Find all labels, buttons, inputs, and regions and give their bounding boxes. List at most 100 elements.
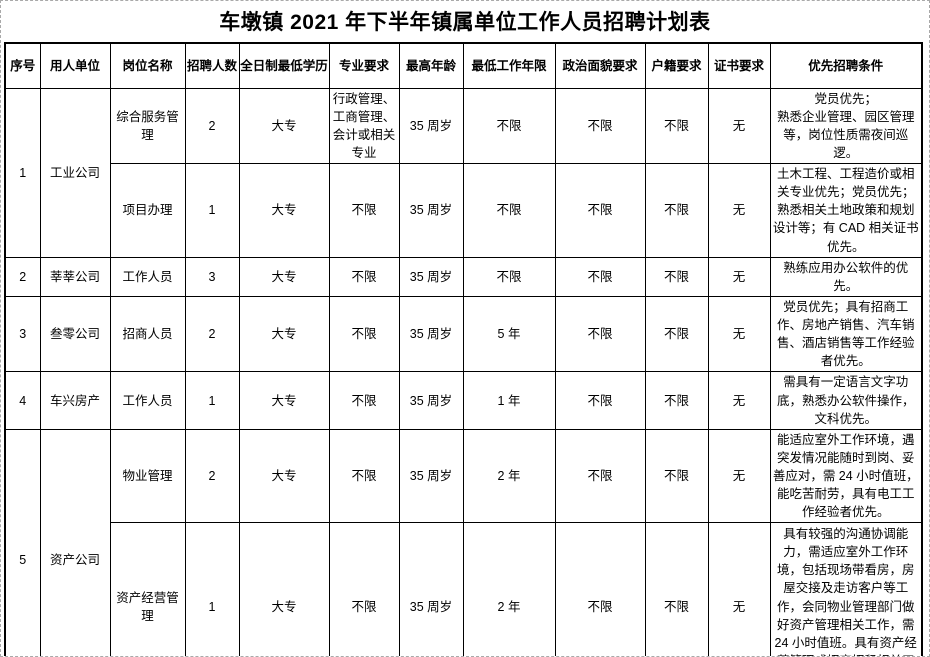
cell-major: 不限 bbox=[328, 295, 400, 373]
cell-count: 2 bbox=[184, 87, 240, 164]
cell-major: 不限 bbox=[328, 522, 400, 656]
col-header-certificate: 证书要求 bbox=[707, 42, 771, 89]
cell-residency: 不限 bbox=[644, 295, 709, 373]
cell-political: 不限 bbox=[554, 256, 646, 297]
col-header-residency: 户籍要求 bbox=[644, 42, 709, 89]
col-header-min-years: 最低工作年限 bbox=[462, 42, 556, 89]
cell-priority: 党员优先； 熟悉企业管理、园区管理等，岗位性质需夜间巡逻。 bbox=[769, 87, 923, 164]
cell-major: 行政管理、工商管理、会计或相关专业 bbox=[328, 87, 400, 164]
col-header-employer: 用人单位 bbox=[39, 42, 111, 89]
cell-min-years: 不限 bbox=[462, 87, 556, 164]
cell-education: 大专 bbox=[238, 371, 330, 430]
page-title: 车墩镇 2021 年下半年镇属单位工作人员招聘计划表 bbox=[219, 11, 711, 34]
cell-position: 物业管理 bbox=[109, 428, 186, 524]
cell-priority: 土木工程、工程造价或相关专业优先；党员优先；熟悉相关土地政策和规划设计等；有 C… bbox=[769, 163, 923, 258]
cell-min-years: 5 年 bbox=[462, 295, 556, 373]
cell-education: 大专 bbox=[238, 295, 330, 373]
cell-priority: 熟练应用办公软件的优先。 bbox=[769, 256, 923, 297]
col-header-major: 专业要求 bbox=[328, 42, 400, 89]
cell-count: 1 bbox=[184, 522, 240, 656]
cell-certificate: 无 bbox=[707, 256, 771, 297]
cell-employer: 莘莘公司 bbox=[39, 256, 111, 297]
cell-position: 项目办理 bbox=[109, 163, 186, 258]
recruitment-table: 序号 用人单位 岗位名称 招聘人数 全日制最低学历 专业要求 最高年龄 最低工作… bbox=[4, 42, 923, 656]
cell-political: 不限 bbox=[554, 522, 646, 656]
cell-position: 工作人员 bbox=[109, 371, 186, 430]
cell-min-years: 2 年 bbox=[462, 522, 556, 656]
cell-count: 2 bbox=[184, 295, 240, 373]
col-header-education: 全日制最低学历 bbox=[238, 42, 330, 89]
cell-position: 工作人员 bbox=[109, 256, 186, 297]
cell-count: 1 bbox=[184, 163, 240, 258]
cell-residency: 不限 bbox=[644, 428, 709, 524]
cell-min-years: 不限 bbox=[462, 256, 556, 297]
cell-position: 资产经营管理 bbox=[109, 522, 186, 656]
table-row: 资产经营管理 1 大专 不限 35 周岁 2 年 不限 不限 无 具有较强的沟通… bbox=[5, 522, 923, 656]
cell-education: 大专 bbox=[238, 428, 330, 524]
table-row: 1 工业公司 综合服务管理 2 大专 行政管理、工商管理、会计或相关专业 35 … bbox=[4, 87, 923, 258]
col-header-index: 序号 bbox=[4, 42, 41, 89]
table-row: 5 资产公司 物业管理 2 大专 不限 35 周岁 2 年 不限 不限 无 能适… bbox=[4, 428, 923, 656]
cell-min-years: 不限 bbox=[462, 163, 556, 258]
cell-max-age: 35 周岁 bbox=[398, 522, 464, 656]
table-row: 3 叁零公司 招商人员 2 大专 不限 35 周岁 5 年 不限 不限 无 党员… bbox=[4, 295, 923, 373]
cell-employer: 资产公司 bbox=[39, 428, 111, 656]
cell-count: 1 bbox=[184, 371, 240, 430]
cell-political: 不限 bbox=[554, 428, 646, 524]
cell-education: 大专 bbox=[238, 163, 330, 258]
cell-index: 4 bbox=[4, 371, 41, 430]
cell-residency: 不限 bbox=[644, 371, 709, 430]
col-header-priority: 优先招聘条件 bbox=[769, 42, 923, 89]
cell-priority: 能适应室外工作环境，遇突发情况能随时到岗、妥善应对，需 24 小时值班，能吃苦耐… bbox=[769, 428, 923, 524]
cell-residency: 不限 bbox=[644, 87, 709, 164]
cell-political: 不限 bbox=[554, 163, 646, 258]
cell-min-years: 2 年 bbox=[462, 428, 556, 524]
cell-education: 大专 bbox=[238, 256, 330, 297]
cell-priority: 需具有一定语言文字功底，熟悉办公软件操作，文科优先。 bbox=[769, 371, 923, 430]
col-header-max-age: 最高年龄 bbox=[398, 42, 464, 89]
cell-min-years: 1 年 bbox=[462, 371, 556, 430]
cell-residency: 不限 bbox=[644, 256, 709, 297]
col-header-position: 岗位名称 bbox=[109, 42, 186, 89]
cell-position: 招商人员 bbox=[109, 295, 186, 373]
cell-education: 大专 bbox=[238, 522, 330, 656]
cell-certificate: 无 bbox=[707, 163, 771, 258]
cell-residency: 不限 bbox=[644, 163, 709, 258]
cell-index: 5 bbox=[4, 428, 41, 656]
table-row: 项目办理 1 大专 不限 35 周岁 不限 不限 不限 无 土木工程、工程造价或… bbox=[5, 163, 923, 258]
cell-major: 不限 bbox=[328, 256, 400, 297]
cell-priority: 党员优先；具有招商工作、房地产销售、汽车销售、酒店销售等工作经验者优先。 bbox=[769, 295, 923, 373]
cell-max-age: 35 周岁 bbox=[398, 163, 464, 258]
cell-residency: 不限 bbox=[644, 522, 709, 656]
cell-education: 大专 bbox=[238, 87, 330, 164]
table-row: 2 莘莘公司 工作人员 3 大专 不限 35 周岁 不限 不限 不限 无 熟练应… bbox=[4, 256, 923, 297]
cell-employer: 工业公司 bbox=[39, 87, 111, 258]
cell-index: 2 bbox=[4, 256, 41, 297]
cell-count: 2 bbox=[184, 428, 240, 524]
cell-major: 不限 bbox=[328, 428, 400, 524]
table-row: 4 车兴房产 工作人员 1 大专 不限 35 周岁 1 年 不限 不限 无 需具… bbox=[4, 371, 923, 430]
cell-count: 3 bbox=[184, 256, 240, 297]
cell-max-age: 35 周岁 bbox=[398, 256, 464, 297]
cell-political: 不限 bbox=[554, 371, 646, 430]
header-row: 序号 用人单位 岗位名称 招聘人数 全日制最低学历 专业要求 最高年龄 最低工作… bbox=[4, 42, 923, 89]
cell-position: 综合服务管理 bbox=[109, 87, 186, 164]
col-header-political: 政治面貌要求 bbox=[554, 42, 646, 89]
cell-certificate: 无 bbox=[707, 87, 771, 164]
cell-index: 1 bbox=[4, 87, 41, 258]
cell-max-age: 35 周岁 bbox=[398, 295, 464, 373]
cell-employer: 叁零公司 bbox=[39, 295, 111, 373]
cell-max-age: 35 周岁 bbox=[398, 371, 464, 430]
cell-major: 不限 bbox=[328, 371, 400, 430]
cell-employer: 车兴房产 bbox=[39, 371, 111, 430]
cell-certificate: 无 bbox=[707, 522, 771, 656]
cell-index: 3 bbox=[4, 295, 41, 373]
cell-certificate: 无 bbox=[707, 371, 771, 430]
cell-certificate: 无 bbox=[707, 295, 771, 373]
cell-priority: 具有较强的沟通协调能力，需适应室外工作环境，包括现场带看房，房屋交接及走访客户等… bbox=[769, 522, 923, 656]
cell-max-age: 35 周岁 bbox=[398, 428, 464, 524]
cell-max-age: 35 周岁 bbox=[398, 87, 464, 164]
cell-certificate: 无 bbox=[707, 428, 771, 524]
col-header-count: 招聘人数 bbox=[184, 42, 240, 89]
